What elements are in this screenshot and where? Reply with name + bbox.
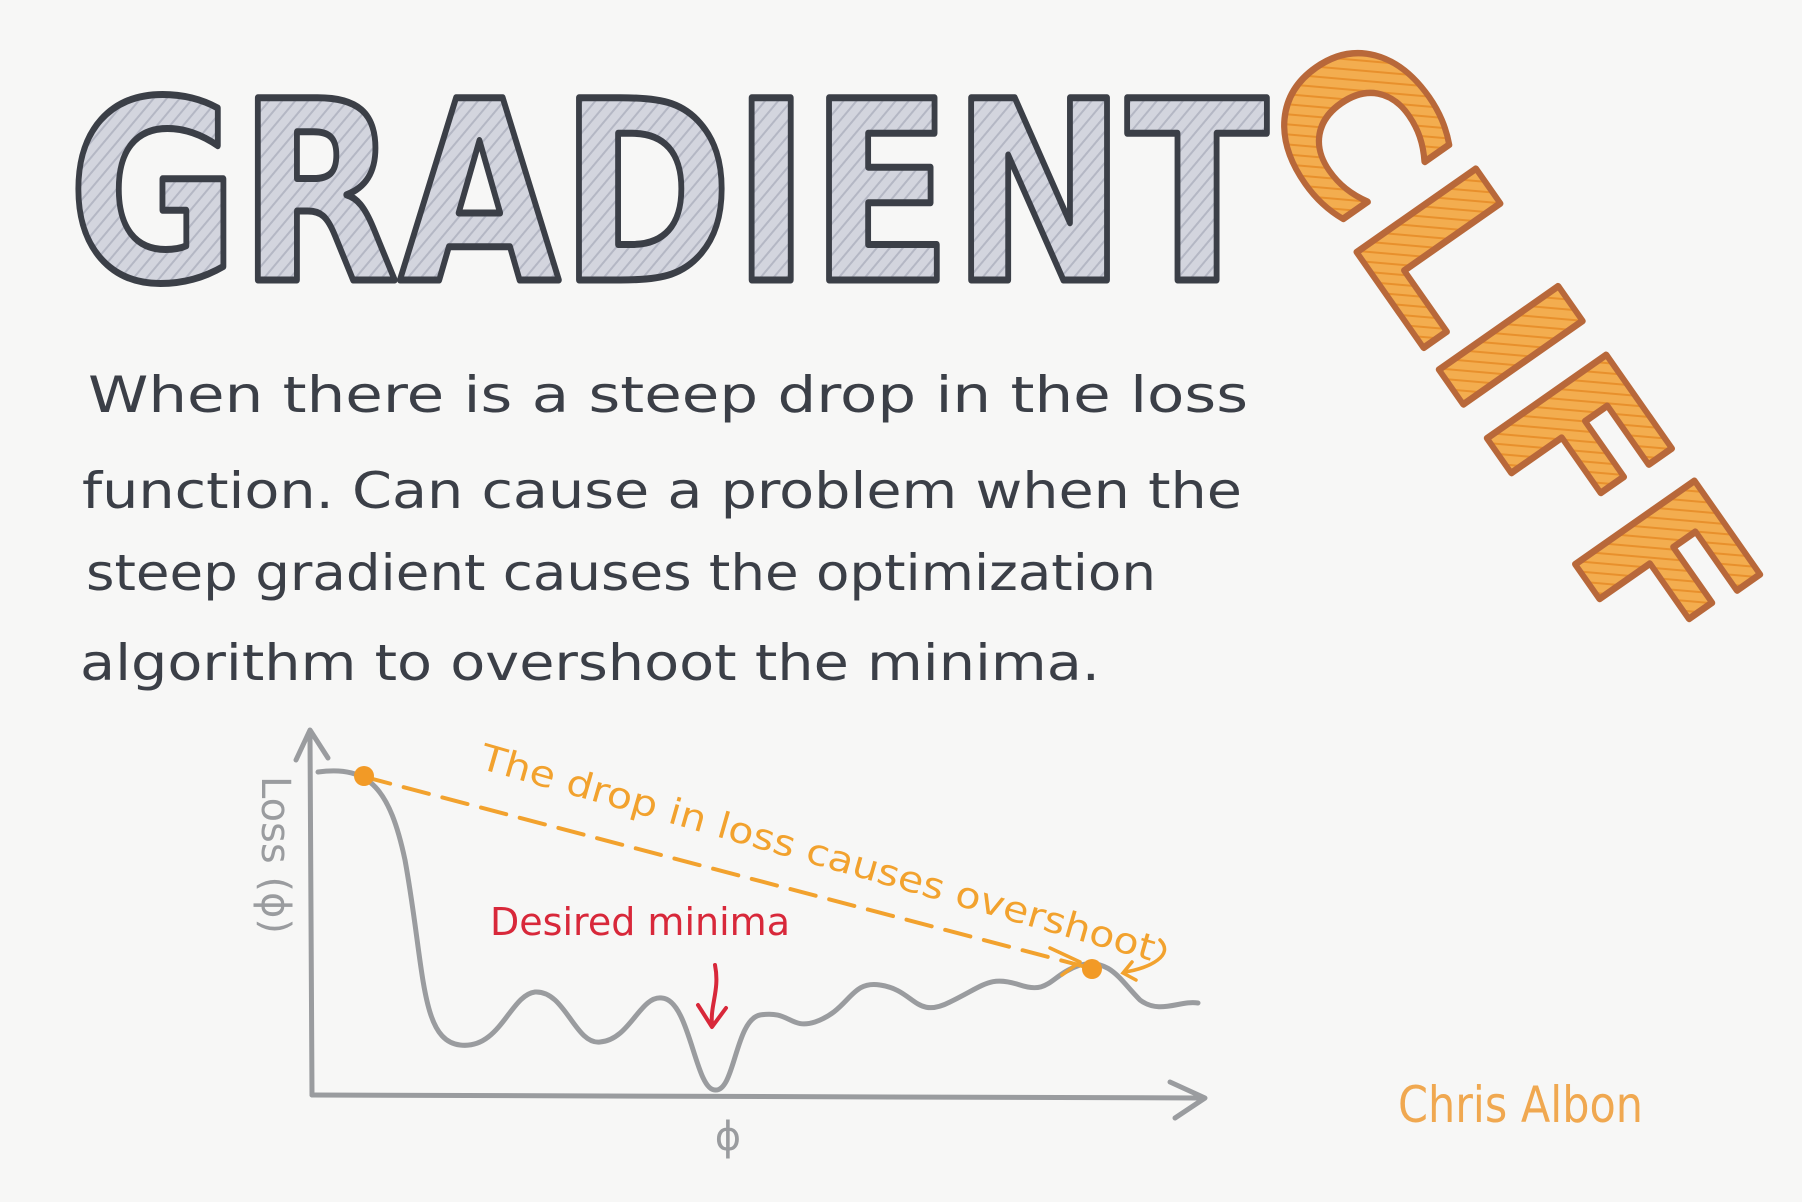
- author-signature: Chris Albon: [1398, 1076, 1643, 1134]
- description-line-1: When there is a steep drop in the loss: [88, 366, 1248, 424]
- description-line-3: steep gradient causes the optimization: [86, 544, 1156, 602]
- description-line-2: function. Can cause a problem when the: [82, 462, 1242, 520]
- description-text: When there is a steep drop in the loss f…: [80, 366, 1248, 692]
- title-cliff: CLIFF: [1211, 0, 1802, 701]
- loss-diagram: The drop in loss causes overshoot Desire…: [252, 727, 1208, 1160]
- minima-annotation: Desired minima: [490, 900, 790, 944]
- overshoot-dashed-line: [363, 775, 1092, 970]
- y-axis-arrowhead: [293, 727, 331, 763]
- x-axis-arrowhead: [1167, 1079, 1208, 1121]
- y-axis: [307, 732, 315, 1098]
- x-axis-label: ϕ: [715, 1114, 741, 1160]
- loss-curve: [315, 768, 1201, 1093]
- overshoot-point: [1082, 959, 1102, 979]
- x-axis: [309, 1092, 1203, 1101]
- description-line-4: algorithm to overshoot the minima.: [80, 634, 1100, 692]
- y-axis-label: Loss (ϕ): [252, 776, 298, 934]
- title-gradient: GRADIENT: [68, 48, 1268, 339]
- minima-arrow: [696, 963, 728, 1029]
- overshoot-arrow-right: [1120, 938, 1167, 982]
- start-point: [354, 766, 374, 786]
- overshoot-arrow-left: [1048, 946, 1082, 977]
